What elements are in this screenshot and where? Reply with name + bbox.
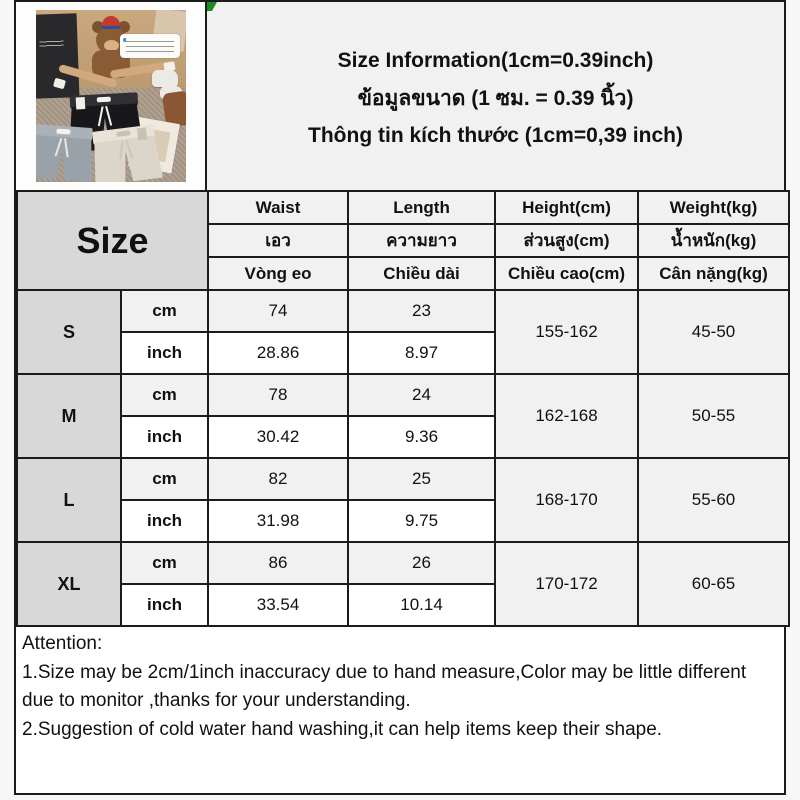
header-height-th: ส่วนสูง(cm) (494, 223, 640, 258)
cell-xl-height: 170-172 (494, 541, 640, 627)
white-shorts (88, 124, 162, 182)
header-waist-vi: Vòng eo (207, 256, 350, 291)
photo-white-shoe (151, 70, 178, 87)
attention-heading: Attention: (22, 633, 103, 654)
white-shorts-tag (135, 127, 147, 141)
cell-l-length-cm: 25 (347, 457, 497, 501)
unit-inch: inch (119, 415, 210, 459)
cell-m-waist-cm: 78 (207, 373, 350, 417)
unit-inch: inch (119, 583, 210, 627)
unit-inch: inch (119, 331, 210, 375)
title-thai: ข้อมูลขนาด (1 ซม. = 0.39 นิ้ว) (357, 86, 634, 110)
cell-m-weight: 50-55 (637, 373, 791, 459)
product-photo (35, 10, 186, 182)
cell-l-waist-inch: 31.98 (207, 499, 350, 543)
cell-xl-waist-inch: 33.54 (207, 583, 350, 627)
size-l-label: L (16, 457, 122, 543)
cell-l-weight: 55-60 (637, 457, 791, 543)
header-weight-th: น้ำหนัก(kg) (637, 223, 791, 258)
title-english: Size Information(1cm=0.39inch) (337, 48, 654, 72)
unit-cm: cm (119, 373, 210, 417)
bubble-icon (122, 38, 127, 42)
unit-inch: inch (119, 499, 210, 543)
photo-caption-bubble (119, 34, 180, 58)
top-section: Size Information(1cm=0.39inch) ข้อมูลขนา… (16, 2, 784, 190)
cell-s-waist-cm: 74 (207, 289, 350, 333)
header-height-vi: Chiều cao(cm) (494, 256, 640, 291)
teddy-bear-cap (101, 16, 120, 29)
gray-shorts (35, 124, 96, 182)
header-waist-th: เอว (207, 223, 350, 258)
photo-bag-text-blur (38, 39, 64, 49)
cell-m-length-inch: 9.36 (347, 415, 497, 459)
header-length-vi: Chiều dài (347, 256, 497, 291)
cell-xl-length-inch: 10.14 (347, 583, 497, 627)
attention-note-2: 2.Suggestion of cold water hand washing,… (22, 718, 663, 740)
cell-l-waist-cm: 82 (207, 457, 350, 501)
green-corner-marker (207, 2, 217, 11)
header-height-en: Height(cm) (494, 190, 640, 225)
size-table: Size Waist Length Height(cm) Weight(kg) … (15, 190, 791, 627)
cell-s-height: 155-162 (494, 289, 640, 375)
header-weight-vi: Cân nặng(kg) (637, 256, 791, 291)
cell-l-length-inch: 9.75 (347, 499, 497, 543)
unit-cm: cm (119, 289, 210, 333)
cell-xl-length-cm: 26 (347, 541, 497, 585)
header-weight-en: Weight(kg) (637, 190, 791, 225)
attention-note-1: 1.Size may be 2cm/1inch inaccuracy due t… (22, 661, 747, 712)
size-m-label: M (16, 373, 122, 459)
size-header-cell: Size (15, 190, 210, 291)
drawstring-bow (55, 128, 71, 135)
drawstring-bow (96, 97, 111, 103)
title-vietnamese: Thông tin kích thước (1cm=0,39 inch) (308, 123, 683, 147)
cell-s-length-cm: 23 (347, 289, 497, 333)
cell-l-height: 168-170 (494, 457, 640, 543)
bubble-text-blur (125, 39, 174, 53)
cell-xl-weight: 60-65 (637, 541, 791, 627)
cell-s-weight: 45-50 (637, 289, 791, 375)
size-s-label: S (16, 289, 122, 375)
cell-xl-waist-cm: 86 (207, 541, 350, 585)
unit-cm: cm (119, 541, 210, 585)
cell-s-waist-inch: 28.86 (207, 331, 350, 375)
teddy-bear-muzzle (103, 40, 119, 51)
black-shorts-tag (75, 97, 85, 110)
cell-m-length-cm: 24 (347, 373, 497, 417)
size-xl-label: XL (16, 541, 122, 627)
header-waist-en: Waist (207, 190, 350, 225)
header-length-en: Length (347, 190, 497, 225)
size-chart-panel: Size Information(1cm=0.39inch) ข้อมูลขนา… (14, 0, 791, 795)
header-length-th: ความยาว (347, 223, 497, 258)
cell-m-waist-inch: 30.42 (207, 415, 350, 459)
cell-s-length-inch: 8.97 (347, 331, 497, 375)
unit-cm: cm (119, 457, 210, 501)
cell-m-height: 162-168 (494, 373, 640, 459)
product-photo-box (16, 2, 207, 190)
attention-notes: Attention: 1.Size may be 2cm/1inch inacc… (16, 627, 784, 793)
title-box: Size Information(1cm=0.39inch) ข้อมูลขนา… (207, 2, 784, 190)
